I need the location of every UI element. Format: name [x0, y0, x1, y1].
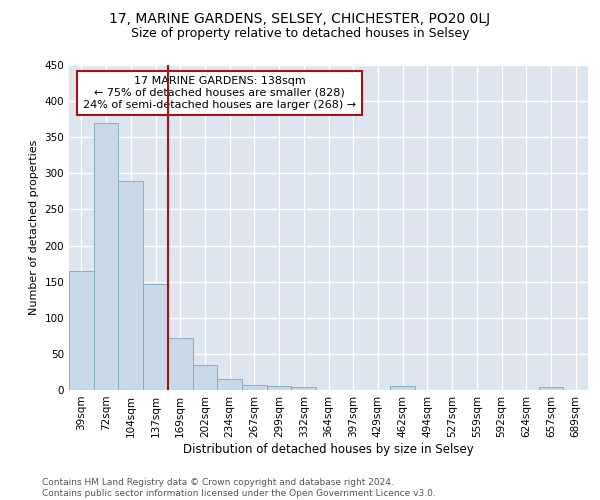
Bar [118, 180, 143, 390]
Bar [242, 385, 267, 390]
Bar [539, 387, 563, 390]
Bar [267, 386, 292, 390]
Text: 17, MARINE GARDENS, SELSEY, CHICHESTER, PO20 0LJ: 17, MARINE GARDENS, SELSEY, CHICHESTER, … [109, 12, 491, 26]
Y-axis label: Number of detached properties: Number of detached properties [29, 140, 39, 315]
Bar [292, 387, 316, 390]
Bar [143, 284, 168, 390]
Bar [217, 379, 242, 390]
Text: Contains HM Land Registry data © Crown copyright and database right 2024.
Contai: Contains HM Land Registry data © Crown c… [42, 478, 436, 498]
Bar [168, 338, 193, 390]
Text: Size of property relative to detached houses in Selsey: Size of property relative to detached ho… [131, 28, 469, 40]
Bar [69, 271, 94, 390]
Bar [390, 386, 415, 390]
Bar [193, 366, 217, 390]
Bar [94, 123, 118, 390]
X-axis label: Distribution of detached houses by size in Selsey: Distribution of detached houses by size … [183, 442, 474, 456]
Text: 17 MARINE GARDENS: 138sqm
← 75% of detached houses are smaller (828)
24% of semi: 17 MARINE GARDENS: 138sqm ← 75% of detac… [83, 76, 356, 110]
